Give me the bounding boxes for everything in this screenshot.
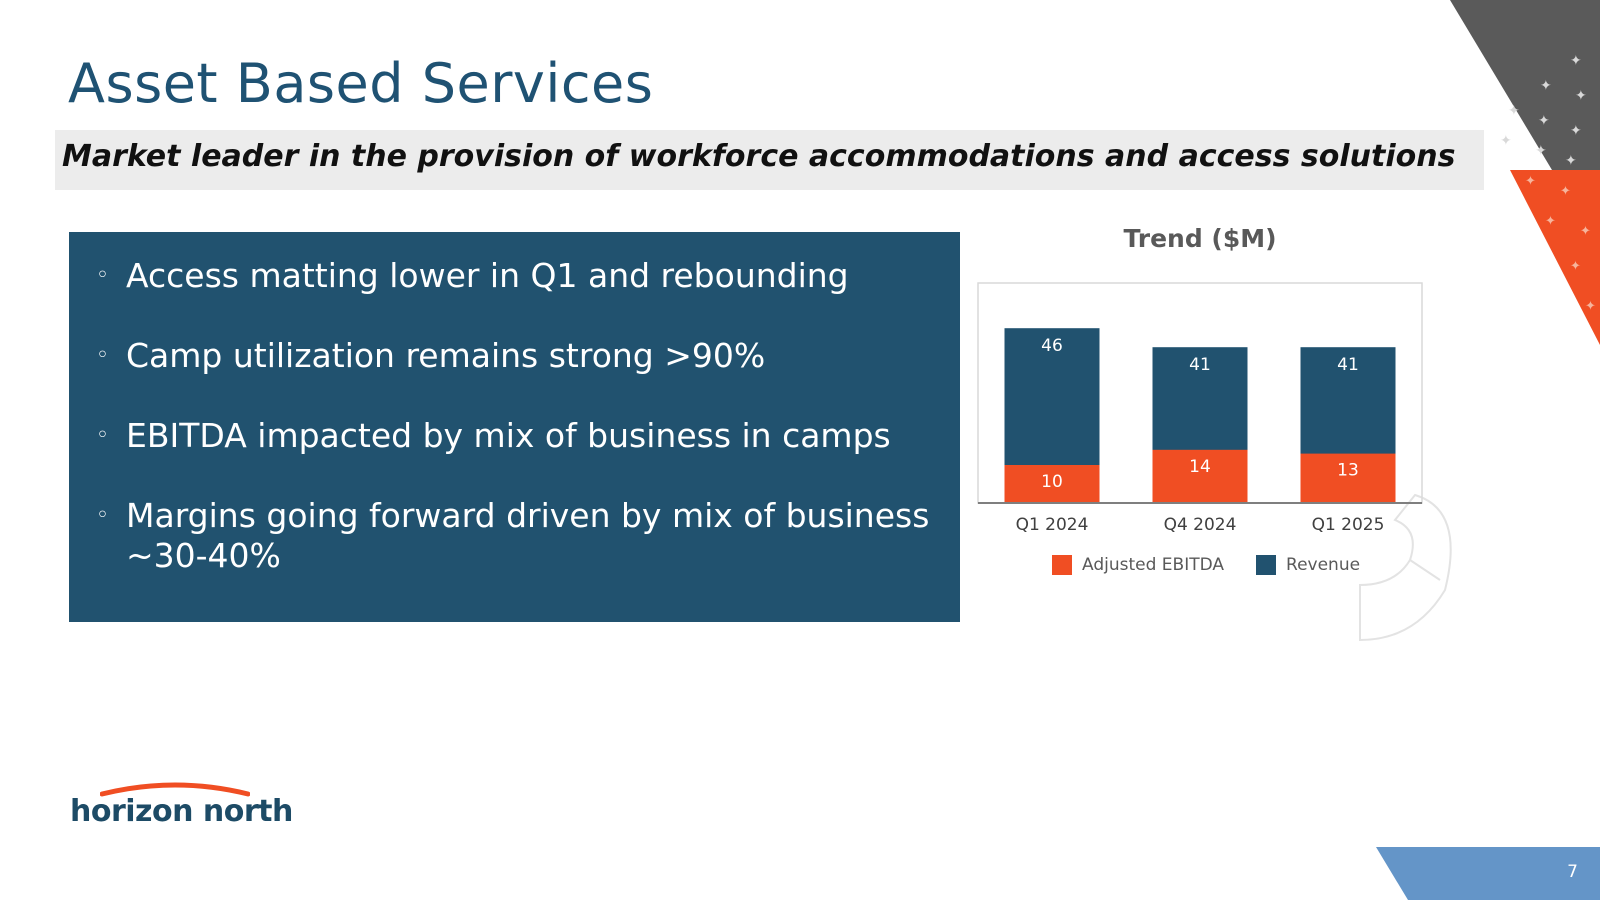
revenue-data-label: 41 xyxy=(1189,355,1211,375)
bullet-item: ◦ Access matting lower in Q1 and rebound… xyxy=(69,256,960,296)
svg-text:✦: ✦ xyxy=(1570,53,1582,69)
bullet-text: Camp utilization remains strong >90% xyxy=(126,336,766,375)
trend-bar-chart: 46 10 Q1 2024 41 14 Q4 2024 41 13 Q1 2025 xyxy=(977,282,1423,535)
bullet-marker-icon: ◦ xyxy=(96,343,109,368)
bullet-item: ◦ Margins going forward driven by mix of… xyxy=(69,496,960,576)
svg-text:✦: ✦ xyxy=(1560,184,1571,199)
svg-text:✦: ✦ xyxy=(1575,88,1587,104)
x-tick-label: Q1 2024 xyxy=(1016,515,1089,535)
adjusted-ebitda-bar xyxy=(1004,465,1100,503)
bullet-marker-icon: ◦ xyxy=(96,423,109,448)
legend-item-adjusted-ebitda: Adjusted EBITDA xyxy=(1052,555,1224,575)
adjusted-ebitda-data-label: 13 xyxy=(1337,461,1359,481)
corner-decoration: ✦✦✦ ✦✦✦ ✦✦✦ ✦ ✦✦✦ ✦✦✦ xyxy=(1450,0,1600,345)
summary-panel: ◦ Access matting lower in Q1 and rebound… xyxy=(69,232,960,622)
legend-swatch-orange xyxy=(1052,555,1072,575)
x-tick-label: Q4 2024 xyxy=(1164,515,1237,535)
legend-item-revenue: Revenue xyxy=(1256,555,1360,575)
svg-text:✦: ✦ xyxy=(1580,224,1591,239)
adjusted-ebitda-bar xyxy=(1152,449,1248,503)
page-subtitle: Market leader in the provision of workfo… xyxy=(62,139,1456,174)
svg-text:✦: ✦ xyxy=(1538,113,1550,129)
bullet-list: ◦ Access matting lower in Q1 and rebound… xyxy=(69,256,960,616)
legend-swatch-blue xyxy=(1256,555,1277,575)
legend-label: Adjusted EBITDA xyxy=(1082,555,1225,575)
horizon-north-logo: horizon north xyxy=(70,780,293,840)
svg-text:✦: ✦ xyxy=(1585,299,1596,314)
svg-text:✦: ✦ xyxy=(1500,133,1512,149)
chart-title: Trend ($M) xyxy=(1123,224,1277,253)
logo-text: horizon north xyxy=(70,794,293,829)
revenue-data-label: 46 xyxy=(1041,336,1063,356)
svg-text:✦: ✦ xyxy=(1535,143,1547,159)
chart-legend: Adjusted EBITDA Revenue xyxy=(1052,555,1360,575)
svg-text:✦: ✦ xyxy=(1540,78,1552,94)
page-number: 7 xyxy=(1567,862,1578,882)
bullet-marker-icon: ◦ xyxy=(96,263,109,288)
legend-label: Revenue xyxy=(1286,555,1361,575)
background-arc-decoration xyxy=(1359,493,1452,642)
subtitle-banner xyxy=(55,130,1484,190)
svg-text:✦: ✦ xyxy=(1545,214,1556,229)
bullet-marker-icon: ◦ xyxy=(96,503,109,528)
revenue-data-label: 41 xyxy=(1337,355,1359,375)
page-title: Asset Based Services xyxy=(68,52,654,115)
svg-text:✦: ✦ xyxy=(1570,123,1582,139)
bullet-text: EBITDA impacted by mix of business in ca… xyxy=(126,416,891,455)
bullet-text: Margins going forward driven by mix of b… xyxy=(126,496,930,575)
svg-text:✦: ✦ xyxy=(1525,174,1536,189)
logo-arc-icon xyxy=(100,782,250,797)
bullet-item: ◦ EBITDA impacted by mix of business in … xyxy=(69,416,960,456)
svg-text:✦: ✦ xyxy=(1565,153,1577,169)
bullet-text: Access matting lower in Q1 and reboundin… xyxy=(126,256,849,295)
adjusted-ebitda-data-label: 14 xyxy=(1189,457,1211,477)
adjusted-ebitda-data-label: 10 xyxy=(1041,472,1063,492)
bullet-item: ◦ Camp utilization remains strong >90% xyxy=(69,336,960,376)
x-tick-label: Q1 2025 xyxy=(1312,515,1385,535)
svg-text:✦: ✦ xyxy=(1508,103,1520,119)
adjusted-ebitda-bar xyxy=(1300,453,1396,503)
svg-text:✦: ✦ xyxy=(1570,259,1581,274)
